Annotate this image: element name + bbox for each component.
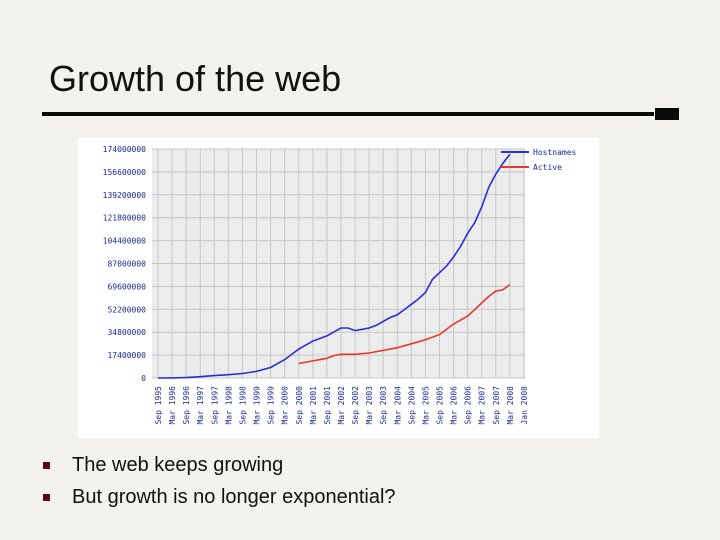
chart-frame: 0 17400000 34800000 52200000 69600000 8700000… bbox=[78, 138, 599, 438]
x-tick-label: Mar 2003 bbox=[365, 386, 374, 425]
y-tick-label: 156600000 bbox=[103, 168, 147, 177]
x-tick-label: Mar 1999 bbox=[253, 386, 262, 425]
bullet-text: But growth is no longer exponential? bbox=[72, 486, 396, 508]
x-tick-label: Sep 2003 bbox=[379, 386, 388, 425]
bullet-item: But growth is no longer exponential? bbox=[40, 481, 396, 513]
legend-label: Active bbox=[533, 163, 562, 172]
x-tick-label: Sep 2007 bbox=[492, 386, 501, 425]
x-tick-label: Sep 2006 bbox=[464, 386, 473, 425]
x-tick-label: Sep 2002 bbox=[351, 386, 360, 425]
bullet-item: The web keeps growing bbox=[40, 449, 396, 481]
x-tick-label: Sep 2001 bbox=[323, 386, 332, 425]
web-growth-chart: 0 17400000 34800000 52200000 69600000 8700000… bbox=[103, 145, 577, 425]
x-tick-label: Sep 2004 bbox=[407, 386, 416, 425]
x-tick-label: Mar 1996 bbox=[168, 386, 177, 425]
x-tick-label: Sep 1995 bbox=[154, 386, 163, 425]
x-tick-label: Sep 1996 bbox=[182, 386, 191, 425]
x-tick-label: Mar 2008 bbox=[506, 386, 515, 425]
x-tick-label: Mar 2001 bbox=[309, 386, 318, 425]
y-tick-label: 104400000 bbox=[103, 237, 147, 246]
x-tick-label: Mar 2000 bbox=[281, 386, 290, 425]
x-tick-label: Mar 2004 bbox=[393, 386, 402, 425]
x-tick-label: Mar 2007 bbox=[478, 386, 487, 425]
slide-title: Growth of the web bbox=[49, 58, 342, 99]
x-tick-label: Sep 1999 bbox=[267, 386, 276, 425]
bullet-list: The web keeps growing But growth is no l… bbox=[40, 449, 396, 513]
x-tick-label: Sep 2005 bbox=[436, 386, 445, 425]
y-tick-label: 139200000 bbox=[103, 191, 147, 200]
x-tick-label: Sep 2000 bbox=[295, 386, 304, 425]
rule-line bbox=[42, 112, 654, 116]
x-tick-label: Jan 2008 bbox=[520, 386, 529, 425]
y-tick-label: 69600000 bbox=[107, 282, 146, 291]
bullet-square-icon bbox=[43, 462, 50, 469]
x-tick-label: Mar 2002 bbox=[337, 386, 346, 425]
y-tick-label: 34800000 bbox=[107, 328, 146, 337]
series-line-active bbox=[298, 283, 511, 365]
y-tick-label: 87000000 bbox=[107, 260, 146, 269]
x-tick-label: Sep 1997 bbox=[210, 386, 219, 425]
bullet-text: The web keeps growing bbox=[72, 454, 284, 476]
title-rule bbox=[42, 108, 679, 120]
rule-box bbox=[655, 108, 679, 120]
y-tick-label: 52200000 bbox=[107, 305, 146, 314]
x-tick-label: Mar 1997 bbox=[196, 386, 205, 425]
x-tick-label: Sep 1998 bbox=[238, 386, 247, 425]
y-tick-label: 174000000 bbox=[103, 145, 147, 154]
series-line-hostnames bbox=[157, 153, 511, 379]
y-tick-label: 17400000 bbox=[107, 351, 146, 360]
x-tick-label: Mar 2006 bbox=[450, 386, 459, 425]
y-tick-label: 121800000 bbox=[103, 214, 147, 223]
y-tick-label: 0 bbox=[141, 374, 146, 383]
x-tick-label: Mar 1998 bbox=[224, 386, 233, 425]
x-tick-label: Mar 2005 bbox=[421, 386, 430, 425]
bullet-square-icon bbox=[43, 494, 50, 501]
legend-label: Hostnames bbox=[533, 148, 577, 157]
